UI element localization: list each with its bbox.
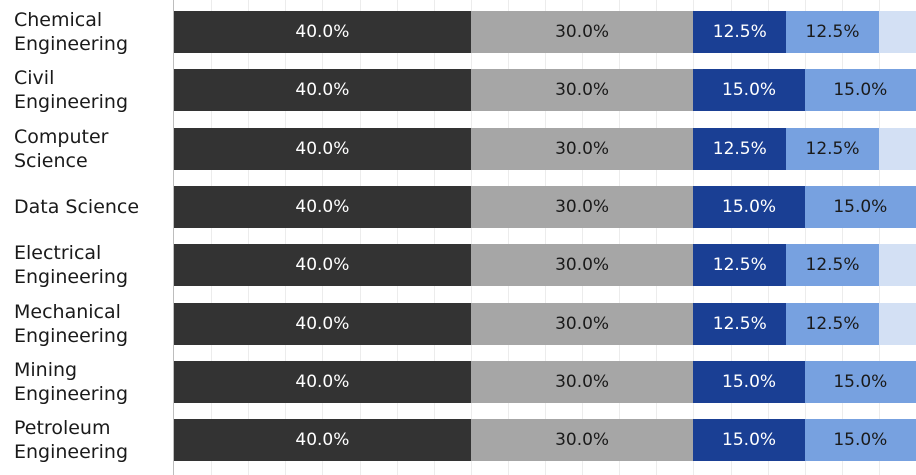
data-label: 12.5% bbox=[712, 313, 767, 334]
data-label: 15.0% bbox=[833, 430, 888, 451]
bar-segment: 30.0% bbox=[470, 419, 694, 462]
data-label: 30.0% bbox=[555, 138, 610, 159]
data-label: 15.0% bbox=[722, 80, 777, 101]
bar-segment: 30.0% bbox=[470, 69, 694, 112]
bar-segment: 15.0% bbox=[693, 69, 805, 112]
bar-segment: 12.5% bbox=[786, 244, 879, 287]
bar-segment: 40.0% bbox=[174, 185, 471, 228]
category-label: Chemical Engineering bbox=[14, 9, 128, 55]
data-label: 12.5% bbox=[805, 255, 860, 276]
bar-segment: 15.0% bbox=[693, 185, 805, 228]
category-label: Mechanical Engineering bbox=[14, 300, 128, 347]
gridline bbox=[767, 0, 769, 475]
gridline bbox=[507, 0, 509, 475]
bar-segment bbox=[878, 127, 916, 170]
bar-segment: 40.0% bbox=[174, 11, 471, 53]
data-label: 15.0% bbox=[722, 430, 777, 451]
bar-segment: 12.5% bbox=[693, 127, 787, 170]
gridline bbox=[248, 0, 250, 475]
gridline bbox=[656, 0, 658, 475]
gridline bbox=[396, 0, 398, 475]
bar-segment: 12.5% bbox=[786, 127, 879, 170]
data-label: 30.0% bbox=[555, 255, 610, 276]
data-label: 15.0% bbox=[722, 196, 777, 217]
bar-segment: 30.0% bbox=[470, 127, 694, 170]
bar-segment: 15.0% bbox=[693, 419, 805, 462]
data-label: 30.0% bbox=[555, 430, 610, 451]
category-label: Electrical Engineering bbox=[14, 242, 128, 289]
data-label: 15.0% bbox=[833, 196, 888, 217]
bar-segment: 40.0% bbox=[174, 127, 471, 170]
gridline bbox=[211, 0, 213, 475]
data-label: 40.0% bbox=[295, 196, 350, 217]
category-label: Computer Science bbox=[14, 125, 109, 172]
bar-segment: 12.5% bbox=[693, 11, 787, 53]
gridline bbox=[730, 0, 732, 475]
gridline bbox=[470, 0, 472, 475]
data-label: 15.0% bbox=[722, 371, 777, 392]
bar-segment: 30.0% bbox=[470, 11, 694, 53]
category-label: Civil Engineering bbox=[14, 67, 128, 114]
bar-segment bbox=[878, 244, 916, 287]
bar-segment: 40.0% bbox=[174, 360, 471, 403]
data-label: 30.0% bbox=[555, 371, 610, 392]
bar-segment: 15.0% bbox=[693, 360, 805, 403]
bar-segment bbox=[878, 302, 916, 345]
gridline bbox=[582, 0, 584, 475]
category-label: Petroleum Engineering bbox=[14, 417, 128, 464]
data-label: 30.0% bbox=[555, 313, 610, 334]
gridline bbox=[878, 0, 880, 475]
data-label: 12.5% bbox=[805, 313, 860, 334]
bar-segment: 30.0% bbox=[470, 185, 694, 228]
bar-segment: 12.5% bbox=[786, 11, 879, 53]
data-label: 12.5% bbox=[712, 138, 767, 159]
bar-segment: 30.0% bbox=[470, 360, 694, 403]
data-label: 12.5% bbox=[805, 138, 860, 159]
bar-segment bbox=[878, 11, 916, 53]
data-label: 12.5% bbox=[712, 255, 767, 276]
gridline bbox=[545, 0, 546, 475]
gridline bbox=[804, 0, 806, 475]
data-label: 12.5% bbox=[805, 22, 860, 42]
gridline bbox=[619, 0, 621, 475]
bar-segment: 30.0% bbox=[470, 244, 694, 287]
bar-segment: 15.0% bbox=[804, 69, 916, 112]
data-label: 40.0% bbox=[295, 138, 350, 159]
data-label: 15.0% bbox=[833, 80, 888, 101]
gridline bbox=[693, 0, 695, 475]
gridline bbox=[285, 0, 287, 475]
data-label: 40.0% bbox=[295, 22, 350, 42]
data-label: 12.5% bbox=[712, 22, 767, 42]
data-label: 30.0% bbox=[555, 22, 610, 42]
gridline bbox=[433, 0, 435, 475]
bar-segment: 40.0% bbox=[174, 244, 471, 287]
bar-segment: 12.5% bbox=[693, 302, 787, 345]
bar-segment: 12.5% bbox=[786, 302, 879, 345]
category-label: Data Science bbox=[14, 195, 140, 218]
data-label: 30.0% bbox=[555, 196, 610, 217]
bar-segment: 40.0% bbox=[174, 69, 471, 112]
bar-segment: 15.0% bbox=[804, 419, 916, 462]
bar-segment: 15.0% bbox=[804, 360, 916, 403]
y-axis-line bbox=[173, 0, 174, 475]
data-label: 15.0% bbox=[833, 371, 888, 392]
category-label: Mining Engineering bbox=[14, 358, 128, 405]
bar-segment: 30.0% bbox=[470, 302, 694, 345]
data-label: 40.0% bbox=[295, 430, 350, 451]
gridline bbox=[359, 0, 361, 475]
bar-segment: 40.0% bbox=[174, 302, 471, 345]
data-label: 40.0% bbox=[295, 313, 350, 334]
data-label: 40.0% bbox=[295, 371, 350, 392]
bar-segment: 15.0% bbox=[804, 185, 916, 228]
gridline bbox=[322, 0, 324, 475]
bar-segment: 40.0% bbox=[174, 419, 471, 462]
data-label: 30.0% bbox=[555, 80, 610, 101]
bar-segment: 12.5% bbox=[693, 244, 787, 287]
gridline bbox=[841, 0, 843, 475]
data-label: 40.0% bbox=[295, 255, 350, 276]
data-label: 40.0% bbox=[295, 80, 350, 101]
